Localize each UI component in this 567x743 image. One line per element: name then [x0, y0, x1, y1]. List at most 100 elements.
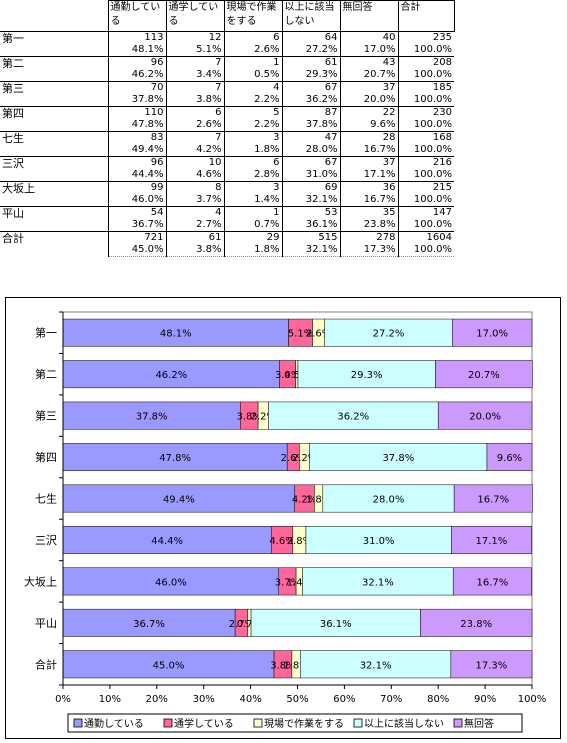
- percent-cell: 27.2%: [281, 44, 340, 57]
- data-label: 17.0%: [476, 329, 508, 340]
- percent-cell: 17.1%: [339, 169, 398, 182]
- count-cell: 67: [281, 81, 340, 94]
- percent-cell: 46.2%: [107, 69, 166, 82]
- count-cell: 6: [223, 31, 282, 44]
- percent-cell: 17.3%: [339, 244, 398, 257]
- percent-cell: 2.8%: [223, 169, 282, 182]
- legend-label: 現場で作業をする: [264, 717, 344, 730]
- x-tick-label: 40%: [239, 694, 261, 705]
- bar-segment: [62, 650, 275, 679]
- table-row-count: 三沢 96 10 6 67 37 216: [0, 156, 454, 182]
- data-label: 32.1%: [360, 660, 392, 671]
- percent-cell: 47.8%: [107, 119, 166, 132]
- count-cell: 110: [107, 106, 166, 119]
- count-cell: 6: [223, 156, 282, 169]
- chart-frame: 48.1% 5.1% 2.6% 27.2% 17.0% 第一 46.2% 3.4% 0.5% 29…: [5, 297, 561, 739]
- category-label: 三沢: [35, 533, 57, 547]
- percent-cell: 2.6%: [223, 44, 282, 57]
- count-cell: 61: [281, 56, 340, 69]
- category-label: 第二: [35, 367, 57, 381]
- count-cell: 99: [107, 181, 166, 194]
- data-label: 0.5%: [284, 370, 309, 381]
- x-tick-label: 20%: [146, 694, 168, 705]
- legend-swatch: [163, 718, 173, 728]
- x-tick-label: 90%: [474, 694, 496, 705]
- category-label: 第四: [35, 450, 57, 464]
- count-cell: 61: [165, 231, 224, 244]
- count-cell: 53: [281, 206, 340, 219]
- data-label: 46.0%: [155, 577, 187, 588]
- count-cell: 215: [397, 181, 454, 194]
- data-label: 3.8%: [236, 412, 261, 423]
- table-row-count: 第一 113 12 6 64 40 235: [0, 31, 454, 57]
- bar-segment: [62, 608, 236, 637]
- table-row-percent: 49.4% 4.2% 1.8% 28.0% 16.7% 100.0%: [0, 144, 454, 157]
- data-label: 45.0%: [153, 660, 185, 671]
- row-label: 第四: [0, 106, 108, 132]
- data-label: 36.7%: [133, 619, 165, 630]
- percent-cell: 44.4%: [107, 169, 166, 182]
- bar-segment: [486, 443, 533, 471]
- x-tick-label: 80%: [427, 694, 449, 705]
- bar-segment: [322, 484, 455, 513]
- percent-cell: 49.4%: [107, 144, 166, 157]
- category-label: 平山: [35, 617, 57, 630]
- table-row-count: 大坂上 99 8 3 69 36 215: [0, 181, 454, 207]
- x-tick-label: 0%: [55, 694, 71, 705]
- data-label: 28.0%: [373, 495, 405, 506]
- percent-cell: 5.1%: [165, 44, 224, 57]
- column-header: 通勤している: [107, 0, 167, 32]
- count-cell: 3: [223, 181, 282, 194]
- count-cell: 235: [397, 31, 454, 44]
- bar-segment: [302, 567, 454, 596]
- row-label: 大坂上: [0, 181, 108, 207]
- bar-segment: [62, 484, 295, 513]
- bar-segment: [62, 443, 288, 471]
- percent-cell: 3.7%: [165, 194, 224, 207]
- legend-label: 通勤している: [84, 717, 144, 730]
- percent-cell: 1.8%: [223, 144, 282, 157]
- bar-segment: [451, 526, 532, 554]
- count-cell: 83: [107, 131, 166, 144]
- bar-segment: [62, 318, 289, 347]
- percent-cell: 45.0%: [107, 244, 166, 257]
- count-cell: 22: [339, 106, 398, 119]
- count-cell: 6: [165, 106, 224, 119]
- row-label: 七生: [0, 131, 108, 157]
- category-label: 七生: [35, 492, 57, 506]
- count-cell: 1: [223, 206, 282, 219]
- data-label: 3.4%: [275, 370, 300, 381]
- bar-segment: [452, 318, 533, 347]
- x-tick-label: 10%: [99, 694, 121, 705]
- count-cell: 216: [397, 156, 454, 169]
- data-table: 通勤している 通学している 現場で作業をする 以上に該当しない 無回答 合計 第…: [0, 0, 455, 257]
- percent-cell: 0.7%: [223, 219, 282, 232]
- percent-cell: 100.0%: [397, 144, 454, 157]
- bar-segment: [324, 318, 453, 347]
- table-row-percent: 44.4% 4.6% 2.8% 31.0% 17.1% 100.0%: [0, 169, 454, 182]
- percent-cell: 1.4%: [223, 194, 282, 207]
- data-label: 36.1%: [320, 619, 352, 630]
- percent-cell: 100.0%: [397, 194, 454, 207]
- row-label: 第三: [0, 81, 108, 107]
- data-label: 23.8%: [460, 619, 492, 630]
- percent-cell: 100.0%: [397, 69, 454, 82]
- column-header: 通学している: [165, 0, 225, 32]
- category-label: 第一: [35, 326, 57, 340]
- table-row-count: 第三 70 7 4 67 37 185: [0, 81, 454, 107]
- count-cell: 47: [281, 131, 340, 144]
- percent-cell: 28.0%: [281, 144, 340, 157]
- legend-swatch: [73, 718, 83, 728]
- percent-cell: 36.2%: [281, 94, 340, 107]
- legend-swatch: [253, 718, 263, 728]
- percent-cell: 37.8%: [107, 94, 166, 107]
- bar-segment: [450, 650, 533, 679]
- legend-box: [67, 713, 523, 733]
- count-cell: 87: [281, 106, 340, 119]
- bar-segment: [453, 484, 533, 513]
- count-cell: 12: [165, 31, 224, 44]
- table-corner: [0, 0, 109, 32]
- column-header: 無回答: [339, 0, 399, 32]
- legend-swatch: [353, 718, 363, 728]
- category-label: 合計: [35, 657, 57, 671]
